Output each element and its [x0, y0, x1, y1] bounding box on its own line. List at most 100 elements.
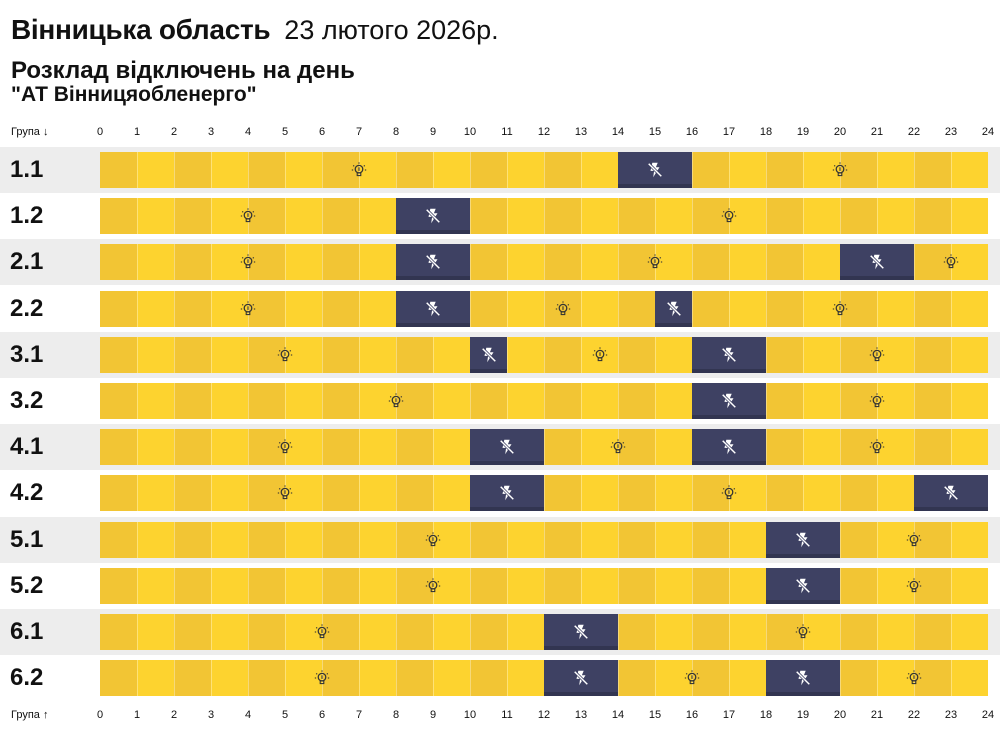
hour-gridline	[803, 198, 804, 235]
hour-stripe	[322, 475, 359, 512]
hour-gridline	[285, 521, 286, 558]
lightbulb-icon	[720, 484, 738, 502]
hour-gridline	[211, 198, 212, 235]
hour-gridline	[729, 660, 730, 697]
hour-stripe	[470, 244, 507, 281]
lightbulb-icon	[276, 346, 294, 364]
hour-stripe	[100, 290, 137, 327]
hour-gridline	[174, 521, 175, 558]
hour-stripe	[766, 290, 803, 327]
axis-tick-top-20: 20	[833, 126, 847, 138]
axis-tick-bottom-16: 16	[685, 709, 699, 721]
hour-stripe	[396, 660, 433, 697]
hour-stripe	[174, 475, 211, 512]
hour-gridline	[359, 336, 360, 373]
hour-gridline	[951, 614, 952, 650]
hour-gridline	[544, 244, 545, 281]
hour-gridline	[581, 475, 582, 512]
hour-gridline	[137, 475, 138, 512]
hour-gridline	[285, 567, 286, 604]
hour-gridline	[359, 521, 360, 558]
hour-stripe	[766, 152, 803, 188]
axis-tick-top-4: 4	[244, 126, 252, 138]
axis-tick-bottom-18: 18	[759, 709, 773, 721]
hour-stripe	[470, 614, 507, 650]
hour-gridline	[248, 383, 249, 419]
no-power-icon	[572, 623, 590, 641]
hour-stripe	[322, 290, 359, 327]
hour-gridline	[248, 475, 249, 512]
hour-gridline	[803, 290, 804, 327]
no-power-icon	[498, 438, 516, 456]
hour-stripe	[544, 336, 581, 373]
axis-tick-bottom-1: 1	[133, 709, 141, 721]
hour-gridline	[211, 152, 212, 188]
hour-gridline	[470, 660, 471, 697]
hour-gridline	[840, 567, 841, 604]
hour-stripe	[100, 383, 137, 419]
hour-gridline	[322, 429, 323, 466]
no-power-icon	[424, 207, 442, 225]
hour-stripe	[396, 336, 433, 373]
hour-gridline	[507, 614, 508, 650]
axis-tick-bottom-9: 9	[429, 709, 437, 721]
hour-gridline	[359, 290, 360, 327]
hour-stripe	[544, 198, 581, 235]
hour-gridline	[507, 660, 508, 697]
axis-tick-bottom-17: 17	[722, 709, 736, 721]
hour-gridline	[137, 336, 138, 373]
hour-gridline	[137, 567, 138, 604]
hour-gridline	[766, 614, 767, 650]
hour-gridline	[248, 152, 249, 188]
hour-gridline	[729, 290, 730, 327]
axis-tick-top-16: 16	[685, 126, 699, 138]
hour-stripe	[470, 521, 507, 558]
hour-gridline	[581, 336, 582, 373]
axis-tick-top-1: 1	[133, 126, 141, 138]
hour-stripe	[544, 383, 581, 419]
hour-gridline	[285, 383, 286, 419]
hour-gridline	[655, 475, 656, 512]
hour-stripe	[692, 567, 729, 604]
hour-stripe	[470, 567, 507, 604]
hour-gridline	[692, 198, 693, 235]
hour-stripe	[100, 521, 137, 558]
hour-stripe	[544, 152, 581, 188]
hour-gridline	[692, 567, 693, 604]
hour-stripe	[470, 383, 507, 419]
axis-tick-top-23: 23	[944, 126, 958, 138]
hour-gridline	[692, 521, 693, 558]
hour-stripe	[174, 567, 211, 604]
hour-gridline	[729, 567, 730, 604]
hour-gridline	[174, 475, 175, 512]
lightbulb-icon	[313, 623, 331, 641]
hour-stripe	[914, 198, 951, 235]
axis-tick-bottom-2: 2	[170, 709, 178, 721]
hour-stripe	[470, 198, 507, 235]
hour-gridline	[729, 152, 730, 188]
hour-gridline	[766, 383, 767, 419]
hour-gridline	[618, 383, 619, 419]
hour-gridline	[581, 429, 582, 466]
hour-stripe	[322, 198, 359, 235]
hour-stripe	[840, 198, 877, 235]
hour-gridline	[951, 383, 952, 419]
hour-gridline	[433, 429, 434, 466]
lightbulb-icon	[313, 669, 331, 687]
axis-tick-top-6: 6	[318, 126, 326, 138]
hour-gridline	[766, 244, 767, 281]
hour-gridline	[507, 521, 508, 558]
lightbulb-icon	[720, 207, 738, 225]
hour-gridline	[655, 336, 656, 373]
hour-gridline	[914, 152, 915, 188]
hour-gridline	[174, 152, 175, 188]
hour-gridline	[322, 475, 323, 512]
hour-stripe	[840, 521, 877, 558]
no-power-icon	[480, 346, 498, 364]
group-label: 5.1	[10, 525, 44, 553]
group-header-bottom: Група ↑	[11, 709, 49, 721]
hour-gridline	[322, 521, 323, 558]
hour-gridline	[655, 198, 656, 235]
hour-gridline	[803, 475, 804, 512]
hour-gridline	[507, 567, 508, 604]
